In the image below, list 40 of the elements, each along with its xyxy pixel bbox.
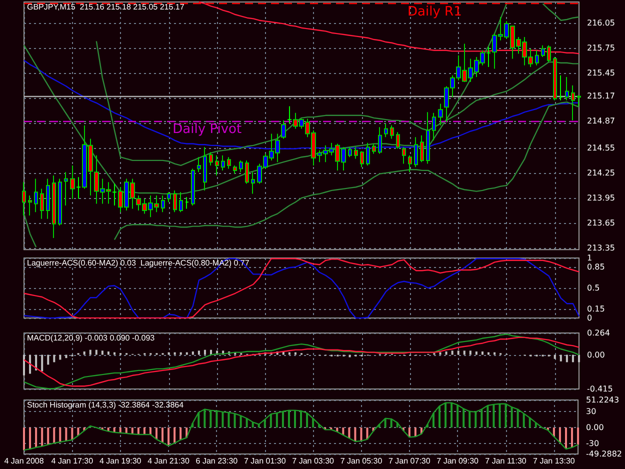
x-tick-label: 7 Jan 13:30 bbox=[533, 456, 576, 466]
y-tick-label: 0.5 bbox=[587, 284, 600, 292]
y-tick-label: 214.87 bbox=[587, 116, 615, 126]
y-tick-label: 0.15 bbox=[587, 304, 605, 314]
chart-title: MACD(12,20,9) -0.003 0.090 -0.093 bbox=[27, 334, 156, 342]
y-tick-label: 0.00 bbox=[587, 350, 605, 360]
y-tick-label: -0.415 bbox=[587, 384, 613, 394]
x-tick-label: 4 Jan 17:30 bbox=[51, 456, 94, 466]
y-tick-label: 30 bbox=[586, 406, 596, 416]
y-tick-label: 215.45 bbox=[587, 68, 615, 78]
ref-line-label: Daily R1 bbox=[408, 4, 462, 20]
x-tick-label: 7 Jan 01:30 bbox=[244, 456, 286, 466]
x-tick-label: 7 Jan 11:30 bbox=[485, 456, 527, 466]
x-tick-label: 4 Jan 2008 bbox=[4, 456, 44, 466]
y-tick-label: -49.2882 bbox=[586, 450, 622, 458]
chart-title: GBPJPY,M15 215.16 215.18 215.05 215.17 bbox=[27, 2, 185, 12]
y-tick-label: 0.85 bbox=[587, 262, 605, 272]
x-tick-label: 6 Jan 23:30 bbox=[196, 456, 238, 466]
x-tick-label: 7 Jan 05:30 bbox=[340, 456, 383, 466]
y-tick-label: 216.05 bbox=[587, 18, 615, 28]
y-tick-label: 1 bbox=[587, 254, 592, 262]
y-tick-label: 213.65 bbox=[587, 218, 615, 228]
y-tick-label: 214.25 bbox=[587, 168, 615, 178]
chart-title: Stoch Histogram (14,3,3) -32.3864 -32.3864 bbox=[27, 400, 184, 410]
x-tick-label: 7 Jan 07:30 bbox=[388, 456, 431, 466]
x-tick-label: 4 Jan 21:30 bbox=[148, 456, 190, 466]
y-tick-label: 213.35 bbox=[587, 244, 615, 252]
ref-line-label: Daily Pivot bbox=[172, 122, 242, 138]
y-tick-label: 51.2243 bbox=[586, 396, 620, 404]
x-tick-label: 7 Jan 09:30 bbox=[436, 456, 480, 466]
y-tick-label: 0.00 bbox=[586, 423, 604, 432]
y-tick-label: 215.17 bbox=[587, 92, 615, 101]
x-tick-label: 4 Jan 19:30 bbox=[99, 456, 142, 466]
y-tick-label: 213.95 bbox=[587, 193, 615, 202]
y-tick-label: 214.55 bbox=[587, 143, 615, 152]
y-tick-label: -30 bbox=[586, 439, 600, 448]
y-tick-label: 0 bbox=[587, 314, 592, 322]
x-tick-label: 7 Jan 03:30 bbox=[292, 456, 335, 466]
y-tick-label: 215.75 bbox=[587, 43, 615, 52]
y-tick-label: 0.264 bbox=[587, 328, 610, 338]
